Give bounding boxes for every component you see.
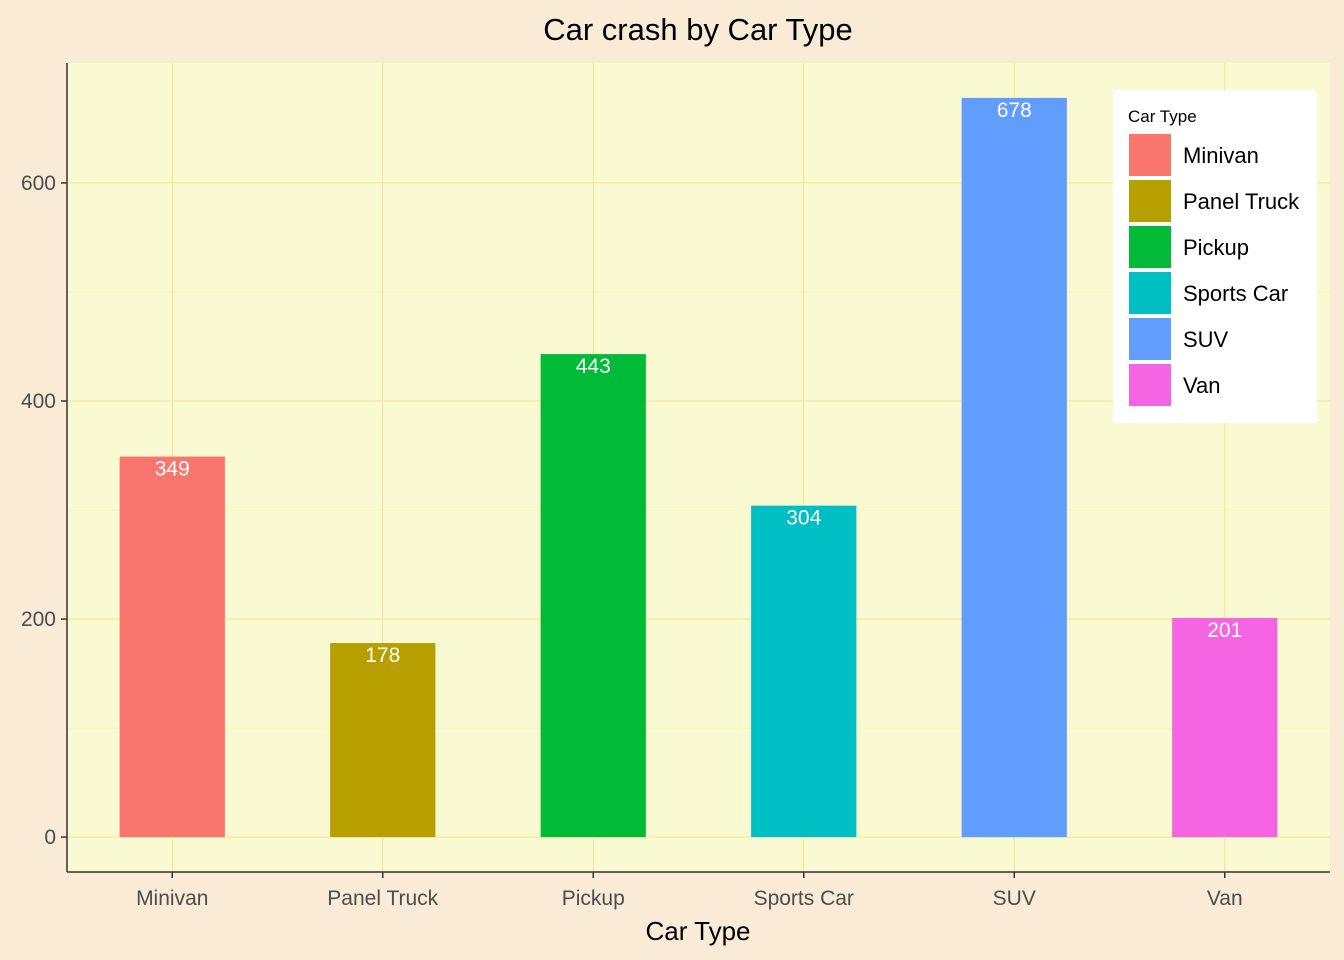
legend-label: Van (1183, 373, 1221, 398)
legend-items: Minivan Panel Truck Pickup Sports Car SUV Van (1129, 134, 1300, 406)
x-tick-label: Pickup (562, 887, 625, 910)
bar (751, 505, 857, 838)
bar (961, 97, 1067, 838)
bar (119, 456, 225, 838)
legend-label: Sports Car (1183, 281, 1288, 306)
legend-label: Minivan (1183, 143, 1259, 168)
axes: 0 200 400 600 Minivan Panel Truck Pickup Sports… (21, 63, 1330, 910)
legend-key (1129, 134, 1171, 176)
y-tick-label: 0 (44, 826, 56, 849)
bar (1172, 617, 1278, 838)
x-tick-label: Minivan (136, 887, 208, 910)
legend-key (1129, 364, 1171, 406)
bar-value-label: 304 (786, 507, 821, 530)
y-tick-label: 200 (21, 608, 56, 631)
bar-value-label: 201 (1207, 619, 1242, 642)
legend-key (1129, 272, 1171, 314)
legend-label: Pickup (1183, 235, 1249, 260)
x-tick-label: Sports Car (754, 887, 854, 910)
x-tick-label: SUV (993, 887, 1036, 910)
legend-label: Panel Truck (1183, 189, 1300, 214)
legend-key (1129, 226, 1171, 268)
y-tick-label: 600 (21, 172, 56, 195)
x-tick-label: Panel Truck (327, 887, 438, 910)
x-axis-title: Car Type (645, 916, 750, 946)
bar-value-label: 678 (997, 99, 1032, 122)
chart-title: Car crash by Car Type (543, 12, 853, 47)
bar (540, 354, 646, 838)
legend-key (1129, 318, 1171, 360)
bar-value-label: 349 (155, 458, 190, 481)
legend-title: Car Type (1128, 107, 1197, 126)
bar-value-label: 443 (576, 355, 611, 378)
legend-label: SUV (1183, 327, 1229, 352)
y-tick-label: 400 (21, 390, 56, 413)
legend: Car Type Minivan Panel Truck Pickup Sports … (1113, 90, 1317, 423)
bar (330, 643, 436, 838)
bar-value-label: 178 (365, 644, 400, 667)
bars (119, 97, 1278, 838)
x-tick-label: Van (1207, 887, 1243, 910)
bar-value-labels: 349 178 443 304 678 201 (155, 99, 1243, 667)
legend-key (1129, 180, 1171, 222)
